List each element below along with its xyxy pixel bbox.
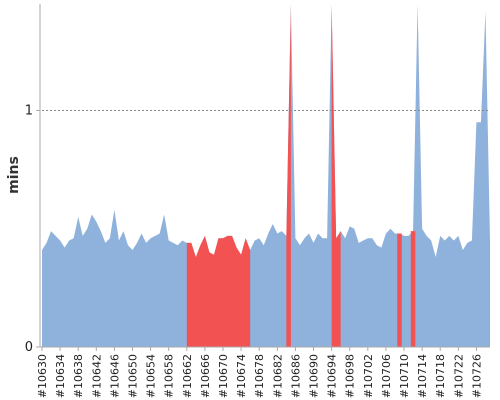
x-tick-label: #10706: [380, 354, 393, 398]
x-tick-label: #10726: [470, 354, 483, 398]
x-tick-label: #10650: [127, 354, 140, 398]
x-tick-label: #10710: [398, 354, 411, 398]
x-tick-label: #10658: [163, 354, 176, 398]
y-tick-label: 1: [25, 103, 33, 118]
failed-area-0: [186, 235, 251, 347]
x-tick-label: #10670: [217, 354, 230, 398]
x-tick-label: #10630: [36, 354, 49, 398]
x-tick-label: #10702: [362, 354, 375, 398]
x-tick-label: #10686: [289, 354, 302, 398]
failed-area-2: [331, 4, 341, 347]
x-tick-label: #10662: [181, 354, 194, 398]
plot-area: [42, 4, 490, 347]
x-tick-label: #10642: [90, 354, 103, 398]
failed-area-4: [410, 231, 416, 347]
y-axis-title: mins: [6, 156, 22, 194]
x-axis-ticks: #10630 #10634 #10638 #10642 #10646 #10650 #106…: [36, 347, 483, 398]
x-tick-label: #10694: [326, 354, 339, 398]
x-tick-label: #10682: [271, 354, 284, 398]
y-axis-ticks: 01: [25, 103, 40, 355]
failed-area-1: [286, 4, 291, 347]
x-tick-label: #10638: [72, 354, 85, 398]
success-area: [42, 4, 490, 347]
x-tick-label: #10690: [308, 354, 321, 398]
x-tick-label: #10646: [108, 354, 121, 398]
x-tick-label: #10678: [253, 354, 266, 398]
x-tick-label: #10714: [416, 354, 429, 398]
x-tick-label: #10654: [145, 354, 158, 398]
x-tick-label: #10698: [344, 354, 357, 398]
x-tick-label: #10634: [54, 354, 67, 398]
x-tick-label: #10718: [434, 354, 447, 398]
x-tick-label: #10722: [452, 354, 465, 398]
x-tick-label: #10674: [235, 354, 248, 398]
failed-area-3: [397, 233, 402, 347]
y-tick-label: 0: [25, 340, 33, 355]
x-tick-label: #10666: [199, 354, 212, 398]
